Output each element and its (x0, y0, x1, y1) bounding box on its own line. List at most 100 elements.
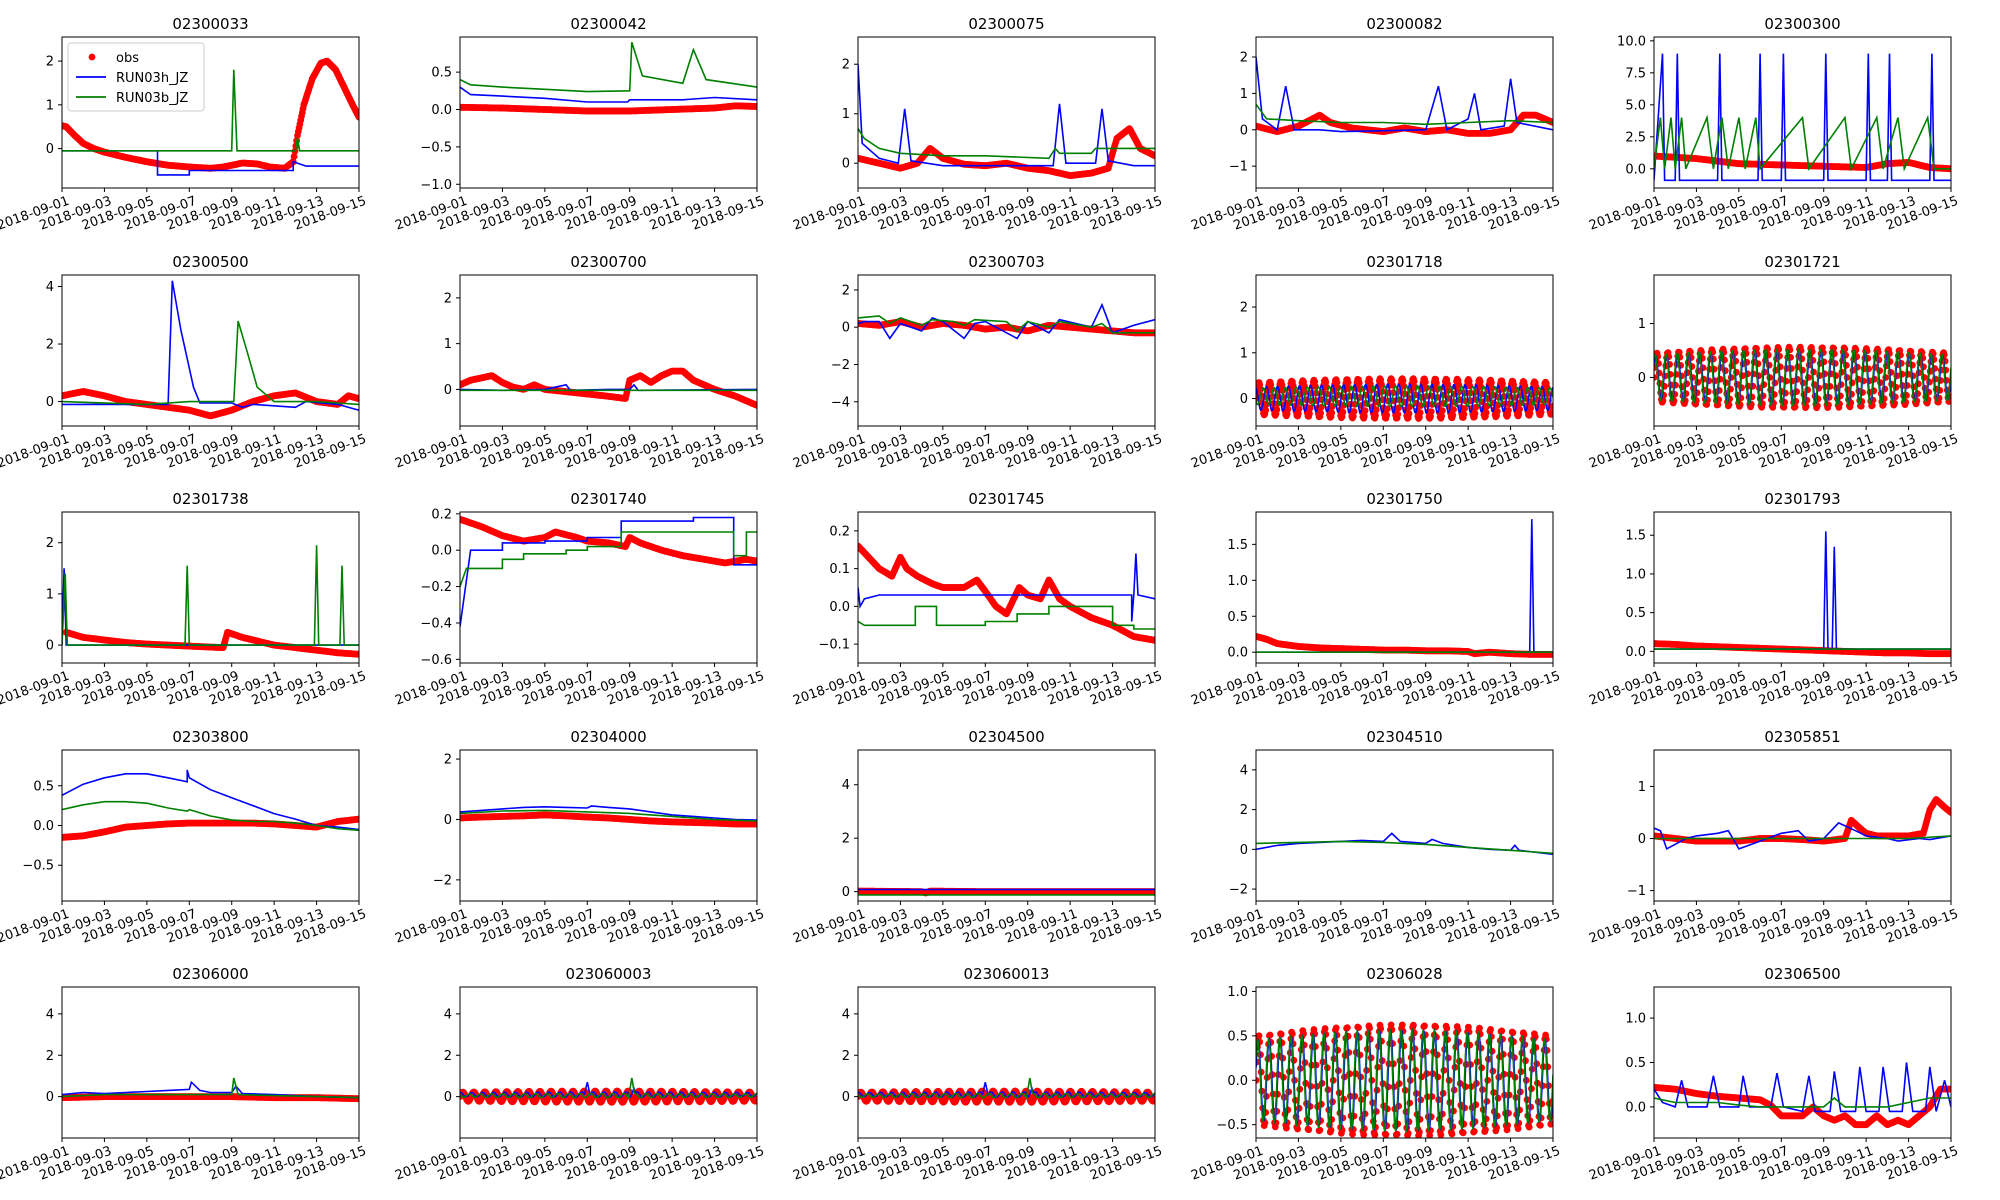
obs-point (1521, 382, 1529, 390)
y-tick-label: 2 (46, 55, 54, 70)
obs-point (1267, 381, 1275, 389)
panel-02300082: 02300082−10122018-09-012018-09-032018-09… (1189, 15, 1562, 234)
obs-point (1328, 409, 1336, 417)
y-tick-label: 0 (46, 142, 54, 157)
y-tick-label: −0.5 (420, 140, 452, 155)
y-tick-label: 2 (46, 338, 54, 353)
obs-point (1548, 407, 1553, 415)
panel-frame (1653, 274, 1952, 427)
obs-point (1350, 408, 1358, 415)
series-obs (54, 57, 359, 172)
panel-title: 02300700 (570, 253, 646, 271)
y-tick-label: −2 (831, 358, 850, 373)
obs-point (1355, 379, 1363, 387)
panel-02300700: 023007000122018-09-012018-09-032018-09-0… (393, 253, 766, 472)
panel-02301738: 023017380122018-09-012018-09-032018-09-0… (0, 490, 368, 709)
series-RUN03b_JZ (1654, 114, 1951, 172)
plot-area (460, 367, 757, 409)
obs-point (1383, 411, 1391, 419)
panel-title: 02301740 (570, 490, 646, 508)
plot-area (1256, 375, 1553, 422)
obs-point (355, 650, 359, 658)
obs-point (1421, 378, 1429, 386)
obs-point (1505, 407, 1512, 414)
series-RUN03h_JZ (62, 150, 359, 176)
obs-point (1455, 381, 1463, 389)
plot-area (54, 57, 359, 176)
panel-title: 02301738 (172, 490, 248, 508)
plot-area (1256, 56, 1553, 137)
series-RUN03h_JZ (1654, 53, 1951, 182)
y-tick-label: −0.1 (818, 638, 850, 653)
obs-point (290, 153, 298, 160)
obs-point (1433, 379, 1440, 387)
y-tick-label: −1 (1229, 160, 1248, 175)
obs-point (1537, 408, 1545, 416)
obs-point (1399, 377, 1407, 385)
obs-point (753, 103, 757, 110)
obs-point (1394, 410, 1402, 418)
y-tick-label: 1 (444, 337, 452, 352)
plot-area (62, 280, 359, 420)
obs-point (1388, 376, 1396, 384)
panel-02300075: 023000750122018-09-012018-09-032018-09-0… (791, 15, 1164, 234)
panel-02301718: 023017180122018-09-012018-09-032018-09-0… (1189, 253, 1562, 472)
obs-point (1538, 403, 1546, 411)
obs-point (1278, 381, 1286, 389)
panel-frame (61, 274, 360, 427)
series-RUN03b_JZ (1654, 348, 1951, 407)
obs-point (1372, 412, 1379, 419)
panel-frame (857, 274, 1156, 427)
panel-frame (857, 36, 1156, 189)
series-RUN03h_JZ (858, 64, 1155, 167)
series-RUN03b_JZ (858, 315, 1155, 334)
panel-frame (61, 511, 360, 664)
panel-title: 02300300 (1764, 15, 1840, 33)
panel-02300042: 02300042−1.0−0.50.00.52018-09-012018-09-… (393, 15, 766, 234)
y-tick-label: 2 (1240, 301, 1248, 316)
panel-02300703: 02300703−4−2022018-09-012018-09-032018-0… (791, 253, 1164, 472)
obs-point (1476, 378, 1484, 386)
obs-point (1482, 409, 1490, 416)
obs-point (1416, 409, 1424, 417)
series-RUN03b_JZ (858, 128, 1155, 160)
panel-frame (61, 36, 360, 189)
y-tick-label: 0 (842, 321, 850, 336)
y-tick-label: 1 (1638, 317, 1646, 332)
obs-point (1284, 405, 1292, 413)
obs-point (1510, 381, 1517, 389)
series-RUN03b_JZ (1256, 384, 1553, 408)
series-RUN03b_JZ (62, 320, 359, 406)
obs-point (54, 121, 61, 128)
panel-02301745: 02301745−0.10.00.10.22018-09-012018-09-0… (791, 490, 1164, 709)
y-tick-label: 0 (444, 383, 452, 398)
y-tick-label: 0.0 (1625, 162, 1646, 177)
obs-point (1322, 378, 1330, 386)
obs-point (1366, 380, 1374, 388)
plot-area (460, 41, 757, 115)
y-tick-label: 1 (46, 98, 54, 113)
obs-point (753, 557, 757, 565)
y-tick-label: 2 (1240, 51, 1248, 66)
obs-point (1493, 408, 1501, 415)
plot-area (858, 302, 1155, 340)
plot-area (1654, 343, 1951, 412)
panel-02301740: 02301740−0.6−0.4−0.20.00.22018-09-012018… (393, 490, 766, 709)
obs-point (753, 402, 757, 409)
obs-point (1289, 382, 1297, 389)
obs-point (1262, 406, 1270, 414)
y-tick-label: 1 (1240, 87, 1248, 102)
series-obs (460, 367, 757, 409)
series-RUN03b_JZ (62, 545, 359, 646)
series-obs (1654, 152, 1951, 173)
obs-point (1438, 412, 1445, 420)
obs-point (355, 395, 359, 403)
obs-point (1294, 410, 1302, 418)
obs-point (1306, 404, 1314, 412)
panel-frame (1255, 36, 1554, 189)
obs-point (1317, 409, 1324, 417)
obs-point (1427, 408, 1435, 416)
y-tick-label: 10.0 (1617, 34, 1646, 49)
obs-point (1151, 152, 1155, 160)
panel-frame (1255, 274, 1554, 427)
